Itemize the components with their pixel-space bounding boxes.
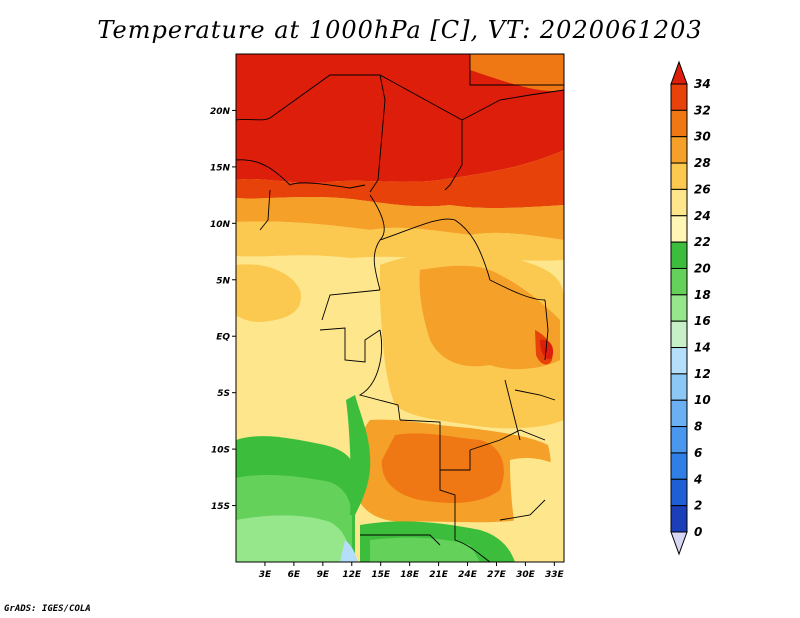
colorbar-box bbox=[670, 215, 688, 243]
colorbar-label: 30 bbox=[694, 130, 711, 144]
latitude-axis: 20N 15N 10N 5N EQ 5S 10S 15S bbox=[210, 107, 236, 512]
longitude-axis: 3E 6E 9E 12E 15E 18E 21E 24E 27E 30E 33E bbox=[259, 562, 565, 580]
colorbar-box bbox=[670, 426, 688, 454]
lat-tick-label: 20N bbox=[210, 107, 231, 117]
colorbar-min-cap bbox=[670, 531, 688, 556]
colorbar-label: 34 bbox=[694, 77, 711, 91]
lon-tick-label: 3E bbox=[259, 570, 272, 580]
colorbar-box bbox=[670, 162, 688, 190]
lat-tick-label: 5N bbox=[216, 276, 230, 286]
lat-tick-label: 10N bbox=[210, 220, 231, 230]
country-borders bbox=[236, 54, 564, 562]
colorbar-box bbox=[670, 267, 688, 296]
chart-title: Temperature at 1000hPa [C], VT: 20200612… bbox=[97, 16, 703, 44]
colorbar-box bbox=[670, 241, 688, 269]
lon-tick-label: 6E bbox=[288, 570, 301, 580]
lon-tick-label: 27E bbox=[487, 570, 507, 580]
lat-tick-label: EQ bbox=[216, 333, 230, 343]
colorbar-label: 6 bbox=[694, 446, 702, 460]
colorbar-box bbox=[670, 294, 688, 322]
colorbar-box bbox=[670, 83, 688, 111]
colorbar-box bbox=[670, 320, 688, 349]
lon-tick-label: 24E bbox=[458, 570, 478, 580]
colorbar-label: 32 bbox=[694, 103, 711, 117]
colorbar-label: 4 bbox=[693, 472, 702, 486]
colorbar-label: 14 bbox=[694, 341, 711, 355]
lon-tick-label: 18E bbox=[400, 570, 420, 580]
colorbar-label: 0 bbox=[694, 525, 702, 539]
lon-tick-label: 30E bbox=[516, 570, 536, 580]
colorbar-label: 20 bbox=[694, 261, 711, 275]
map-frame bbox=[235, 53, 565, 563]
lat-tick-label: 15N bbox=[210, 163, 231, 173]
colorbar-label: 10 bbox=[694, 393, 711, 407]
colorbar-label: 16 bbox=[694, 314, 711, 328]
colorbar-box bbox=[670, 373, 688, 401]
lat-tick-label: 5S bbox=[217, 389, 230, 399]
colorbar-box bbox=[670, 399, 688, 428]
lon-tick-label: 33E bbox=[545, 570, 565, 580]
colorbar-label: 28 bbox=[694, 156, 711, 170]
colorbar-box bbox=[670, 478, 688, 507]
colorbar-box bbox=[670, 347, 688, 375]
lon-tick-label: 21E bbox=[429, 570, 449, 580]
credit-text: GrADS: IGES/COLA bbox=[4, 604, 91, 614]
lat-tick-label: 15S bbox=[211, 502, 230, 512]
colorbar-label: 2 bbox=[694, 499, 702, 513]
colorbar-label: 12 bbox=[694, 367, 711, 381]
lon-tick-label: 9E bbox=[317, 570, 330, 580]
lon-tick-label: 15E bbox=[371, 570, 391, 580]
colorbar-label: 8 bbox=[694, 420, 702, 434]
colorbar-label: 22 bbox=[694, 235, 711, 249]
colorbar-box bbox=[670, 109, 688, 138]
colorbar-label: 18 bbox=[694, 288, 711, 302]
temperature-field bbox=[236, 54, 564, 562]
colorbar-box bbox=[670, 188, 688, 217]
lat-tick-label: 10S bbox=[211, 446, 230, 456]
colorbar-label: 24 bbox=[694, 209, 711, 223]
colorbar-box bbox=[670, 452, 688, 480]
colorbar-label: 26 bbox=[694, 182, 711, 196]
colorbar-box bbox=[670, 505, 688, 533]
colorbar-max-cap bbox=[670, 60, 688, 85]
colorbar-box bbox=[670, 136, 688, 164]
lon-tick-label: 12E bbox=[342, 570, 362, 580]
